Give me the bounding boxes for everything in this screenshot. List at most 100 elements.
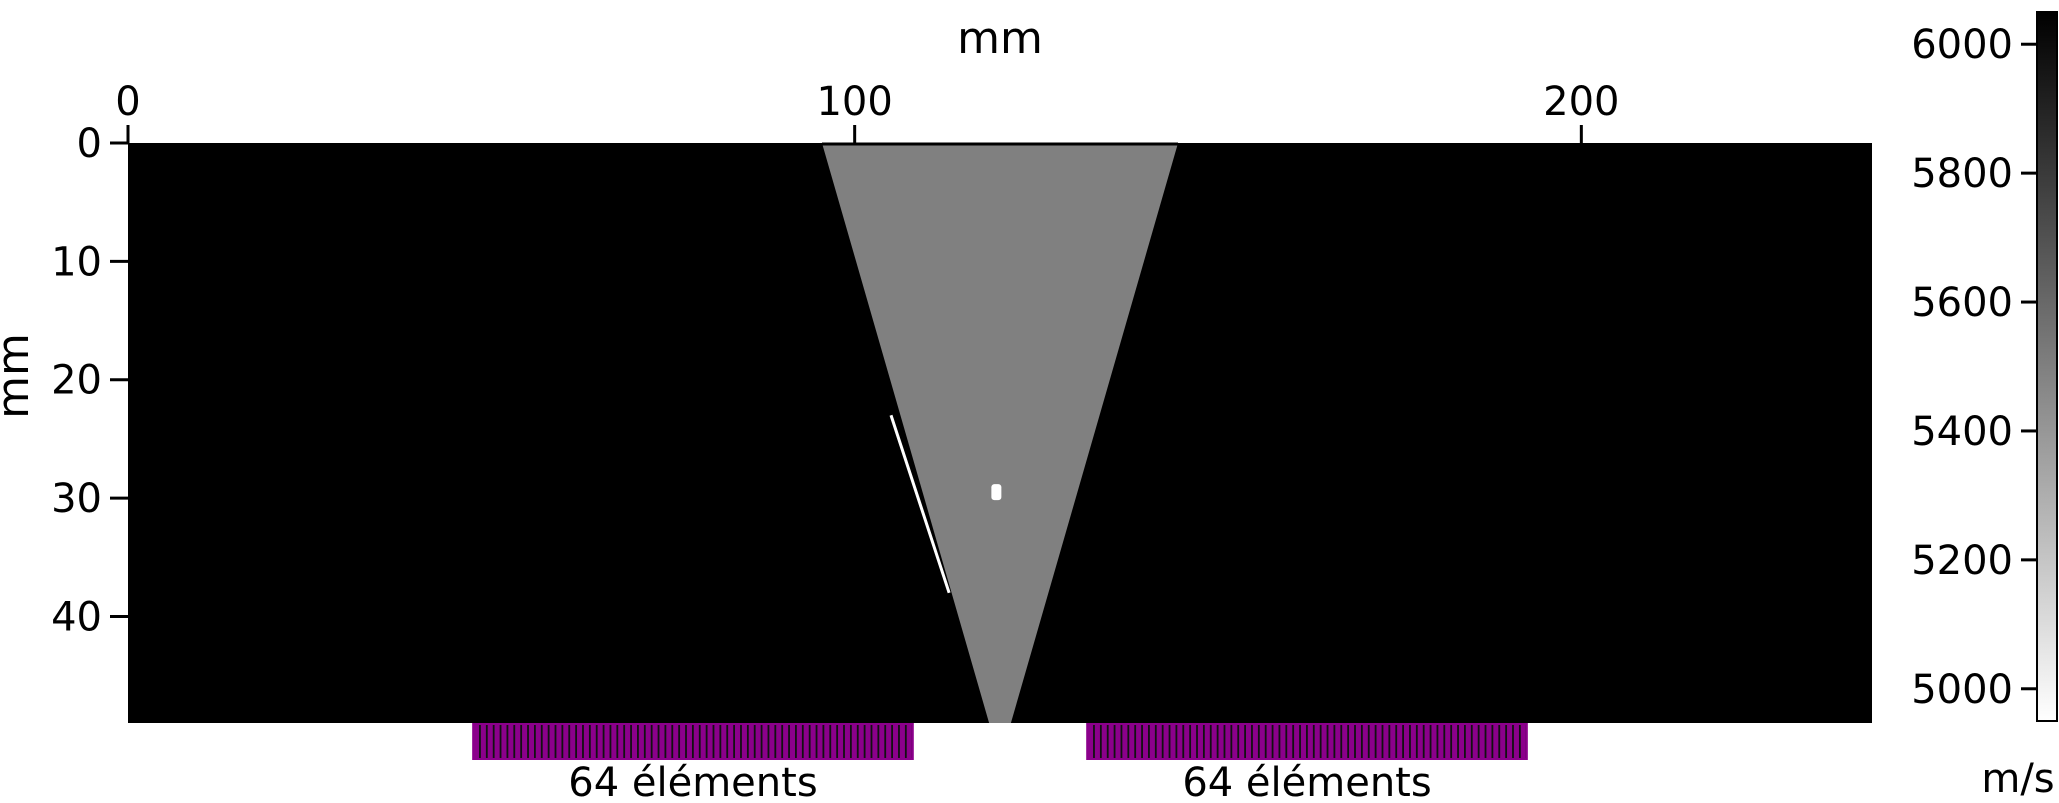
y-axis-title: mm <box>0 333 39 419</box>
probe-element <box>1239 725 1245 758</box>
probe-element <box>590 725 596 758</box>
probe-element <box>803 725 809 758</box>
x-tick-label: 200 <box>1543 79 1619 125</box>
probe-element <box>1156 725 1162 758</box>
probe-element <box>604 725 610 758</box>
probe-element <box>611 725 617 758</box>
probe-label: 64 éléments <box>1182 760 1431 803</box>
probe-element <box>810 725 816 758</box>
probe-element <box>638 725 644 758</box>
probe-element <box>645 725 651 758</box>
probe-element <box>494 725 500 758</box>
colorbar-tick-label: 5000 <box>1911 667 2013 713</box>
probe-element <box>652 725 658 758</box>
probe-element <box>1197 725 1203 758</box>
probe-element <box>1218 725 1224 758</box>
colorbar-tick-label: 5200 <box>1911 538 2013 584</box>
probe-element <box>1321 725 1327 758</box>
probe-element <box>1520 725 1526 758</box>
probe-element <box>1266 725 1272 758</box>
probe-element <box>906 725 912 758</box>
probe-element <box>1122 725 1128 758</box>
probe-element <box>508 725 514 758</box>
probe-element <box>487 725 493 758</box>
probe-element <box>838 725 844 758</box>
probe-element <box>796 725 802 758</box>
probe-element <box>1507 725 1513 758</box>
probe-element <box>1273 725 1279 758</box>
probe-element <box>1225 725 1231 758</box>
probe-element <box>1177 725 1183 758</box>
probe-element <box>686 725 692 758</box>
probe-element <box>1486 725 1492 758</box>
crack-line <box>889 414 951 594</box>
probe-element <box>1438 725 1444 758</box>
probe-element <box>542 725 548 758</box>
probe-element <box>1170 725 1176 758</box>
probe-element <box>1458 725 1465 758</box>
probe-element <box>1369 725 1375 758</box>
probe-element <box>1307 725 1313 758</box>
x-axis: 0 100 200 <box>115 79 1620 143</box>
probe-element <box>714 725 720 758</box>
y-axis: 0 10 20 30 40 <box>51 121 128 640</box>
probe-element <box>879 725 885 758</box>
y-tick-label: 0 <box>77 121 102 167</box>
probe-element <box>1232 725 1238 758</box>
y-tick-label: 20 <box>51 358 102 404</box>
probe-element <box>824 725 830 758</box>
probe-element <box>522 725 528 758</box>
probe-element <box>1493 725 1499 758</box>
probe-element <box>1500 725 1506 758</box>
probe-element <box>618 725 624 758</box>
probe-element <box>851 725 857 758</box>
probe-element <box>1088 725 1094 758</box>
probe-element <box>1245 725 1252 758</box>
probe-element <box>1204 725 1210 758</box>
probe-label: 64 éléments <box>568 760 817 803</box>
probe-element <box>1094 725 1100 758</box>
probe-element <box>1142 725 1149 758</box>
probe-element <box>1184 725 1190 758</box>
probe-element <box>1397 725 1403 758</box>
probe-element <box>1383 725 1389 758</box>
colorbar-tick-label: 6000 <box>1911 22 2013 68</box>
probe-element <box>556 725 562 758</box>
probe-element <box>1280 725 1286 758</box>
probe-element <box>1335 725 1341 758</box>
probe-element <box>769 725 775 758</box>
probe-element <box>577 725 583 758</box>
y-tick-label: 10 <box>51 239 102 285</box>
probe-element <box>1513 725 1519 758</box>
probe-element <box>1108 725 1114 758</box>
probe-element <box>776 725 782 758</box>
probe-element <box>817 725 823 758</box>
probe-element <box>707 725 713 758</box>
colorbar-tick-label: 5600 <box>1911 280 2013 326</box>
probe-element <box>865 725 871 758</box>
probe-element <box>1417 725 1423 758</box>
probe-element <box>899 725 905 758</box>
x-tick-label: 100 <box>816 79 892 125</box>
defect-marker <box>991 484 1002 501</box>
probe-element <box>673 725 679 758</box>
x-tick-label: 0 <box>115 79 140 125</box>
probe-element <box>1294 725 1300 758</box>
probe-element <box>789 725 796 758</box>
probe-element <box>1403 725 1410 758</box>
probe-element <box>1149 725 1155 758</box>
probe-element <box>597 725 603 758</box>
probe-element <box>783 725 789 758</box>
probe-element <box>886 725 892 758</box>
probe-element <box>1349 725 1355 758</box>
probe-element <box>858 725 864 758</box>
probe-element <box>844 725 850 758</box>
y-tick-label: 30 <box>51 476 102 522</box>
probe-element <box>1410 725 1416 758</box>
probe-element <box>501 725 507 758</box>
probe-element <box>1287 725 1293 758</box>
probe-element <box>659 725 665 758</box>
probe-element <box>1424 725 1430 758</box>
probe-element <box>728 725 734 758</box>
probe-element <box>741 725 747 758</box>
